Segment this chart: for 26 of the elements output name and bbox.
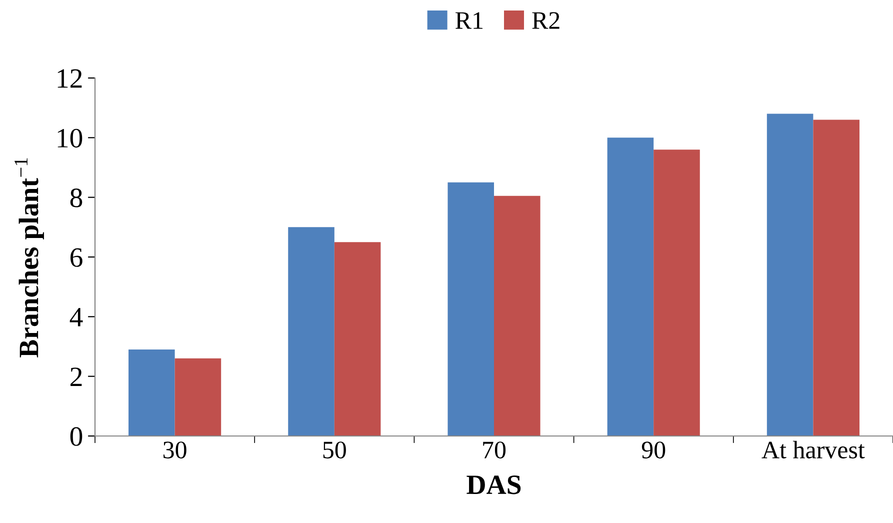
y-tick-label: 12 [58, 69, 82, 88]
bar [334, 242, 381, 436]
bar [494, 196, 540, 436]
y-axis-title: Branches plant$^{−1}$ [14, 158, 44, 358]
bar [654, 150, 700, 436]
bar [128, 349, 175, 436]
y-tick-label: 6 [70, 248, 82, 267]
bar [813, 120, 860, 436]
x-tick-label: 30 [163, 442, 186, 458]
y-tick-label: 2 [70, 368, 82, 386]
y-tick-label: 0 [70, 427, 82, 446]
x-axis-title: DAS [466, 476, 521, 494]
x-tick-label: 50 [323, 442, 346, 458]
y-tick-label: 8 [70, 188, 82, 208]
bar [174, 358, 222, 436]
bar [448, 182, 494, 436]
legend-label: R2 [532, 12, 560, 29]
x-tick-label: 70 [483, 442, 506, 458]
y-tick-label: 10 [58, 128, 82, 148]
y-tick-label: 4 [70, 308, 83, 326]
legend-label: R1 [456, 12, 482, 29]
bar [766, 114, 814, 436]
x-tick-label: At harvest [762, 440, 865, 458]
bar [288, 227, 334, 436]
bar [607, 138, 654, 436]
x-tick-label: 90 [642, 442, 666, 458]
